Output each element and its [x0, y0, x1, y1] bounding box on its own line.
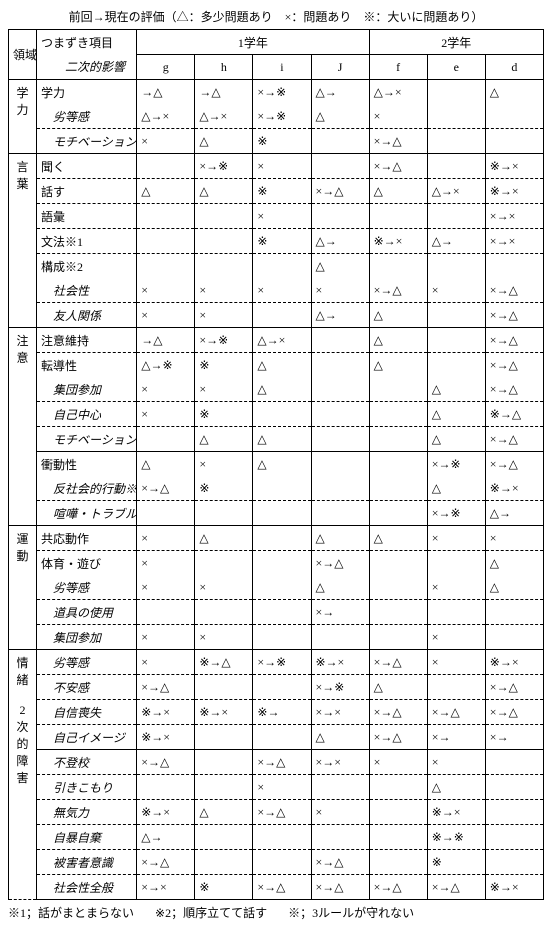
footnote: ※1；話がまとまらない ※2；順序立てて話す ※；3ルールが守れない [8, 904, 544, 921]
table-caption: 前回→現在の評価（△：多少問題あり ×：問題あり ※：大いに問題あり） [8, 8, 544, 25]
evaluation-table: 領域つまずき項目1学年2学年 二次的影響ghiJfed学力学力→△→△×→※△→… [8, 29, 544, 900]
